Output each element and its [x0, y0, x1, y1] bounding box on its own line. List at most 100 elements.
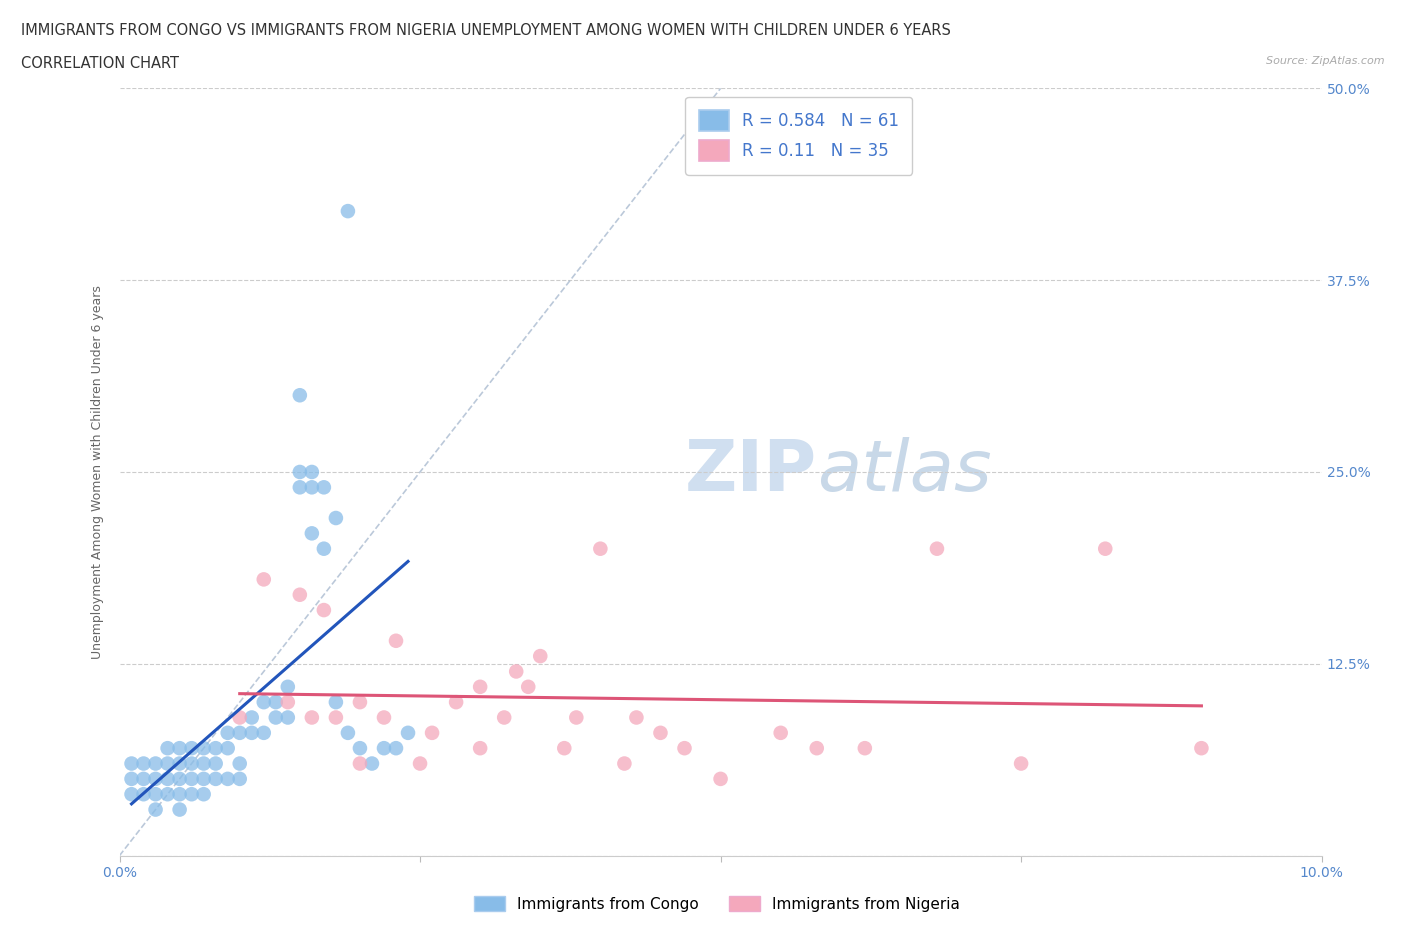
Point: [529, 649, 551, 664]
Point: [349, 695, 371, 710]
Point: [505, 664, 527, 679]
Point: [145, 772, 167, 787]
Point: [277, 711, 299, 725]
Point: [180, 787, 202, 802]
Y-axis label: Unemployment Among Women with Children Under 6 years: Unemployment Among Women with Children U…: [90, 285, 104, 659]
Point: [385, 633, 408, 648]
Point: [853, 740, 876, 755]
Point: [132, 787, 155, 802]
Point: [1010, 756, 1032, 771]
Point: [925, 541, 948, 556]
Point: [385, 740, 408, 755]
Point: [494, 711, 516, 725]
Point: [361, 756, 384, 771]
Point: [180, 756, 202, 771]
Point: [217, 725, 239, 740]
Point: [626, 711, 648, 725]
Point: [373, 711, 395, 725]
Point: [325, 711, 347, 725]
Point: [349, 756, 371, 771]
Point: [217, 740, 239, 755]
Point: [156, 787, 179, 802]
Point: [517, 679, 540, 694]
Point: [312, 603, 335, 618]
Legend: Immigrants from Congo, Immigrants from Nigeria: Immigrants from Congo, Immigrants from N…: [468, 889, 966, 918]
Text: ZIP: ZIP: [685, 437, 817, 507]
Point: [180, 740, 202, 755]
Point: [217, 772, 239, 787]
Point: [228, 772, 252, 787]
Point: [156, 772, 179, 787]
Point: [769, 725, 792, 740]
Point: [156, 756, 179, 771]
Point: [312, 480, 335, 495]
Point: [169, 787, 191, 802]
Point: [169, 772, 191, 787]
Point: [145, 802, 167, 817]
Point: [1094, 541, 1116, 556]
Point: [204, 756, 226, 771]
Text: CORRELATION CHART: CORRELATION CHART: [21, 56, 179, 71]
Point: [301, 465, 323, 480]
Point: [228, 756, 252, 771]
Point: [589, 541, 612, 556]
Point: [121, 787, 143, 802]
Point: [277, 679, 299, 694]
Point: [180, 772, 202, 787]
Point: [468, 740, 492, 755]
Point: [193, 740, 215, 755]
Point: [121, 772, 143, 787]
Point: [288, 480, 311, 495]
Point: [301, 480, 323, 495]
Point: [204, 772, 226, 787]
Point: [132, 772, 155, 787]
Point: [1189, 740, 1212, 755]
Point: [240, 711, 263, 725]
Point: [264, 695, 287, 710]
Point: [193, 787, 215, 802]
Point: [409, 756, 432, 771]
Point: [806, 740, 828, 755]
Point: [444, 695, 467, 710]
Text: atlas: atlas: [817, 437, 991, 507]
Point: [396, 725, 419, 740]
Point: [121, 756, 143, 771]
Point: [336, 725, 359, 740]
Point: [169, 756, 191, 771]
Point: [193, 756, 215, 771]
Point: [204, 740, 226, 755]
Point: [312, 541, 335, 556]
Legend: R = 0.584   N = 61, R = 0.11   N = 35: R = 0.584 N = 61, R = 0.11 N = 35: [685, 97, 912, 175]
Point: [301, 526, 323, 541]
Point: [228, 725, 252, 740]
Point: [240, 725, 263, 740]
Point: [156, 740, 179, 755]
Point: [288, 465, 311, 480]
Text: IMMIGRANTS FROM CONGO VS IMMIGRANTS FROM NIGERIA UNEMPLOYMENT AMONG WOMEN WITH C: IMMIGRANTS FROM CONGO VS IMMIGRANTS FROM…: [21, 23, 950, 38]
Point: [613, 756, 636, 771]
Point: [301, 711, 323, 725]
Point: [565, 711, 588, 725]
Point: [277, 695, 299, 710]
Point: [673, 740, 696, 755]
Point: [193, 772, 215, 787]
Point: [253, 572, 276, 587]
Text: Source: ZipAtlas.com: Source: ZipAtlas.com: [1267, 56, 1385, 66]
Point: [253, 695, 276, 710]
Point: [373, 740, 395, 755]
Point: [349, 740, 371, 755]
Point: [420, 725, 443, 740]
Point: [650, 725, 672, 740]
Point: [288, 388, 311, 403]
Point: [336, 204, 359, 219]
Point: [325, 695, 347, 710]
Point: [132, 756, 155, 771]
Point: [228, 711, 252, 725]
Point: [325, 511, 347, 525]
Point: [145, 756, 167, 771]
Point: [468, 679, 492, 694]
Point: [709, 772, 731, 787]
Point: [145, 787, 167, 802]
Point: [169, 802, 191, 817]
Point: [553, 740, 575, 755]
